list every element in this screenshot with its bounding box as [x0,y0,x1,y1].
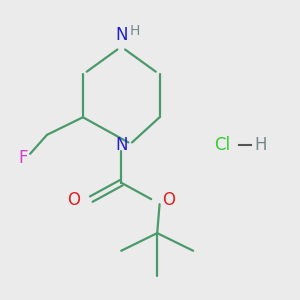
Text: H: H [254,136,266,154]
Text: F: F [18,148,28,166]
Text: N: N [115,136,128,154]
Text: H: H [129,24,140,38]
Text: Cl: Cl [214,136,230,154]
Text: N: N [115,26,128,44]
Text: O: O [68,191,80,209]
Text: O: O [162,191,175,209]
